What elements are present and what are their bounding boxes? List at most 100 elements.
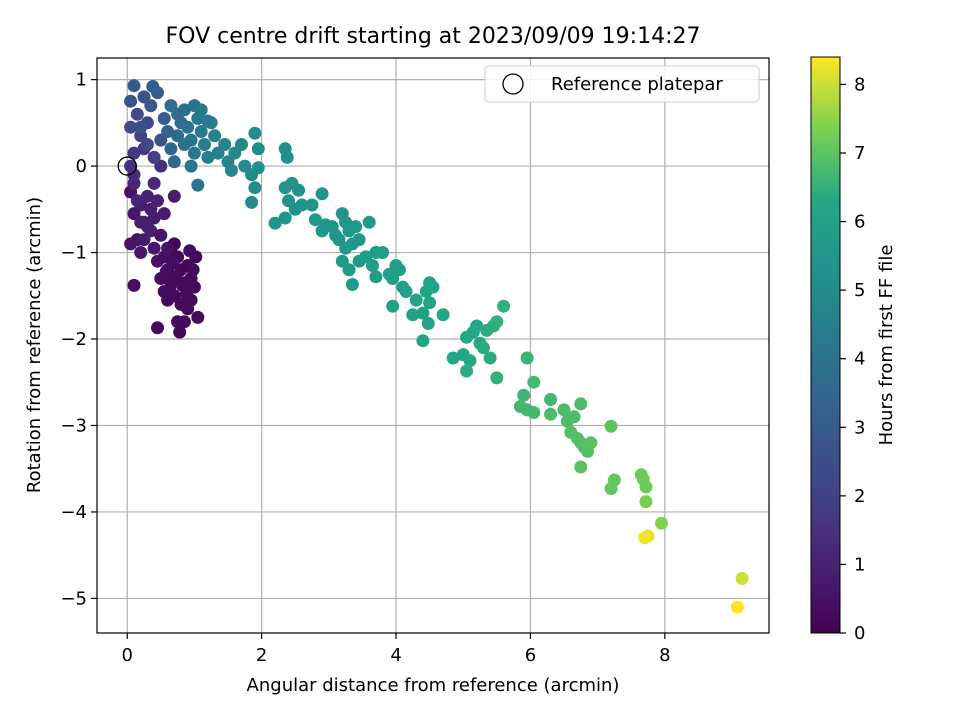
data-point	[177, 138, 191, 151]
data-point	[218, 138, 232, 151]
data-point	[163, 282, 177, 296]
data-point	[308, 213, 322, 227]
data-point	[315, 224, 329, 238]
data-point	[544, 407, 558, 421]
data-point	[574, 397, 588, 411]
data-point	[520, 351, 534, 365]
data-point	[463, 354, 477, 368]
data-point	[295, 198, 309, 212]
data-point	[154, 228, 168, 242]
colorbar-tick-label: 3	[854, 417, 865, 438]
data-point	[604, 419, 618, 433]
data-point	[224, 163, 238, 177]
x-tick-label: 6	[525, 645, 536, 666]
legend-marker-reference	[502, 73, 524, 95]
legend: Reference platepar	[484, 65, 760, 103]
colorbar-tick-label: 0	[854, 623, 865, 644]
data-point	[278, 211, 292, 225]
data-point	[423, 296, 437, 310]
data-point	[198, 138, 211, 151]
data-point	[280, 150, 294, 164]
data-point	[406, 308, 420, 322]
data-point	[268, 216, 282, 230]
data-point	[186, 263, 200, 277]
data-point	[140, 138, 154, 151]
data-point	[191, 310, 205, 324]
data-point	[490, 371, 504, 385]
data-point	[147, 241, 161, 255]
data-point	[490, 315, 504, 329]
data-point	[124, 159, 138, 173]
data-point	[639, 495, 653, 509]
data-point	[179, 287, 193, 301]
colorbar-tick-label: 2	[854, 486, 865, 507]
data-point	[399, 285, 413, 298]
data-point	[177, 315, 191, 329]
data-point	[460, 364, 474, 378]
legend-box	[484, 65, 760, 103]
grid-lines	[97, 58, 769, 633]
data-point	[584, 436, 598, 450]
scatter-points	[117, 79, 749, 614]
data-point	[151, 194, 164, 208]
data-point	[194, 103, 208, 117]
colorbar-tick-label: 5	[854, 280, 865, 301]
data-point	[470, 319, 484, 333]
data-point	[235, 138, 248, 151]
data-point	[161, 125, 175, 138]
data-point	[567, 410, 581, 424]
data-point	[167, 189, 181, 203]
data-point	[292, 183, 306, 197]
colorbar-tick-label: 1	[854, 554, 865, 575]
data-point	[735, 572, 749, 585]
data-point	[147, 150, 161, 164]
data-point	[157, 207, 171, 221]
y-tick-label: −1	[60, 243, 87, 264]
data-point	[339, 241, 353, 255]
data-point	[305, 198, 319, 212]
x-tick-label: 0	[122, 645, 133, 666]
data-point	[245, 195, 259, 209]
colorbar-gradient	[810, 56, 841, 634]
y-tick-label: −2	[60, 329, 87, 350]
data-point	[421, 317, 435, 330]
colorbar: 0 1 2 3 4 5 6 7 8 Hours from first FF file	[810, 56, 897, 644]
data-point	[184, 159, 198, 173]
data-point	[134, 120, 148, 134]
data-point	[183, 244, 197, 258]
data-point	[315, 187, 329, 201]
x-axis-label: Angular distance from reference (arcmin)	[247, 675, 620, 696]
data-point	[352, 233, 366, 247]
data-point	[124, 94, 138, 108]
data-point	[146, 80, 160, 93]
data-point	[187, 146, 201, 160]
data-point	[639, 480, 653, 494]
y-axis-label: Rotation from reference (arcmin)	[24, 197, 45, 493]
data-point	[161, 241, 175, 255]
data-point	[134, 215, 148, 229]
data-point	[349, 220, 363, 234]
data-point	[201, 114, 215, 128]
data-point	[194, 125, 208, 138]
data-point	[130, 194, 144, 208]
data-point	[517, 388, 531, 402]
data-point	[151, 321, 164, 335]
colorbar-ticks: 0 1 2 3 4 5 6 7 8	[840, 74, 865, 644]
data-point	[124, 120, 138, 134]
reference-platepar-marker	[117, 156, 137, 176]
colorbar-tick-label: 8	[854, 74, 865, 95]
data-point	[392, 263, 406, 277]
data-point	[476, 341, 490, 355]
data-point	[157, 112, 171, 125]
data-point	[366, 259, 379, 272]
x-tick-label: 4	[390, 645, 401, 666]
plot-area-frame	[96, 57, 770, 634]
colorbar-label: Hours from first FF file	[876, 245, 897, 446]
x-tick-label: 8	[659, 645, 670, 666]
chart-title: FOV centre drift starting at 2023/09/09 …	[166, 24, 701, 49]
data-point	[409, 293, 423, 307]
data-point	[369, 270, 383, 284]
data-point	[124, 237, 138, 251]
data-point	[497, 299, 511, 313]
